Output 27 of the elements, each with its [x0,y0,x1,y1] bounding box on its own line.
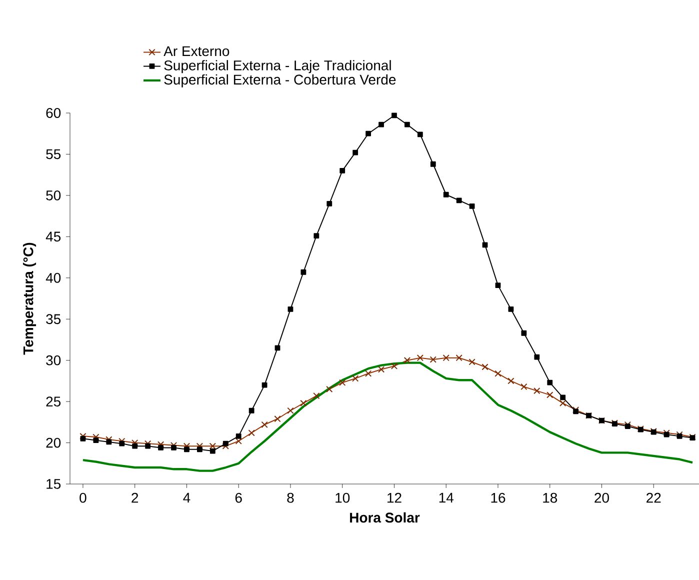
y-tick-label: 50 [46,190,61,200]
y-tick-label: 45 [46,232,61,242]
legend-label: Ar Externo [164,46,230,56]
x-tick-label: 6 [235,492,242,503]
x-tick-label: 16 [491,492,506,503]
x-tick-label: 0 [80,492,86,503]
x-tick-label: 12 [388,492,402,503]
y-tick-label: 40 [46,272,61,283]
legend-label: Superficial Externa - Cobertura Verde [164,74,396,88]
x-tick-label: 2 [132,492,138,503]
y-tick-label: 25 [46,396,61,407]
y-tick-label: 55 [46,149,61,160]
x-tick-label: 10 [336,492,350,503]
y-tick-label: 30 [46,355,61,366]
y-tick-label: 60 [46,108,61,118]
x-tick-label: 22 [646,492,661,503]
y-tick-label: 20 [46,438,61,448]
y-tick-label: 35 [46,314,61,324]
x-tick-label: 4 [183,492,190,502]
x-tick-label: 14 [439,492,454,502]
x-tick-label: 18 [543,492,558,503]
y-tick-label: 15 [46,479,61,489]
legend-label: Superficial Externa - Laje Tradicional [164,60,391,74]
y-axis-title: Temperatura (°C) [22,242,36,355]
x-axis-title: Hora Solar [350,512,420,523]
x-tick-label: 8 [287,492,294,503]
x-tick-label: 20 [594,492,609,503]
